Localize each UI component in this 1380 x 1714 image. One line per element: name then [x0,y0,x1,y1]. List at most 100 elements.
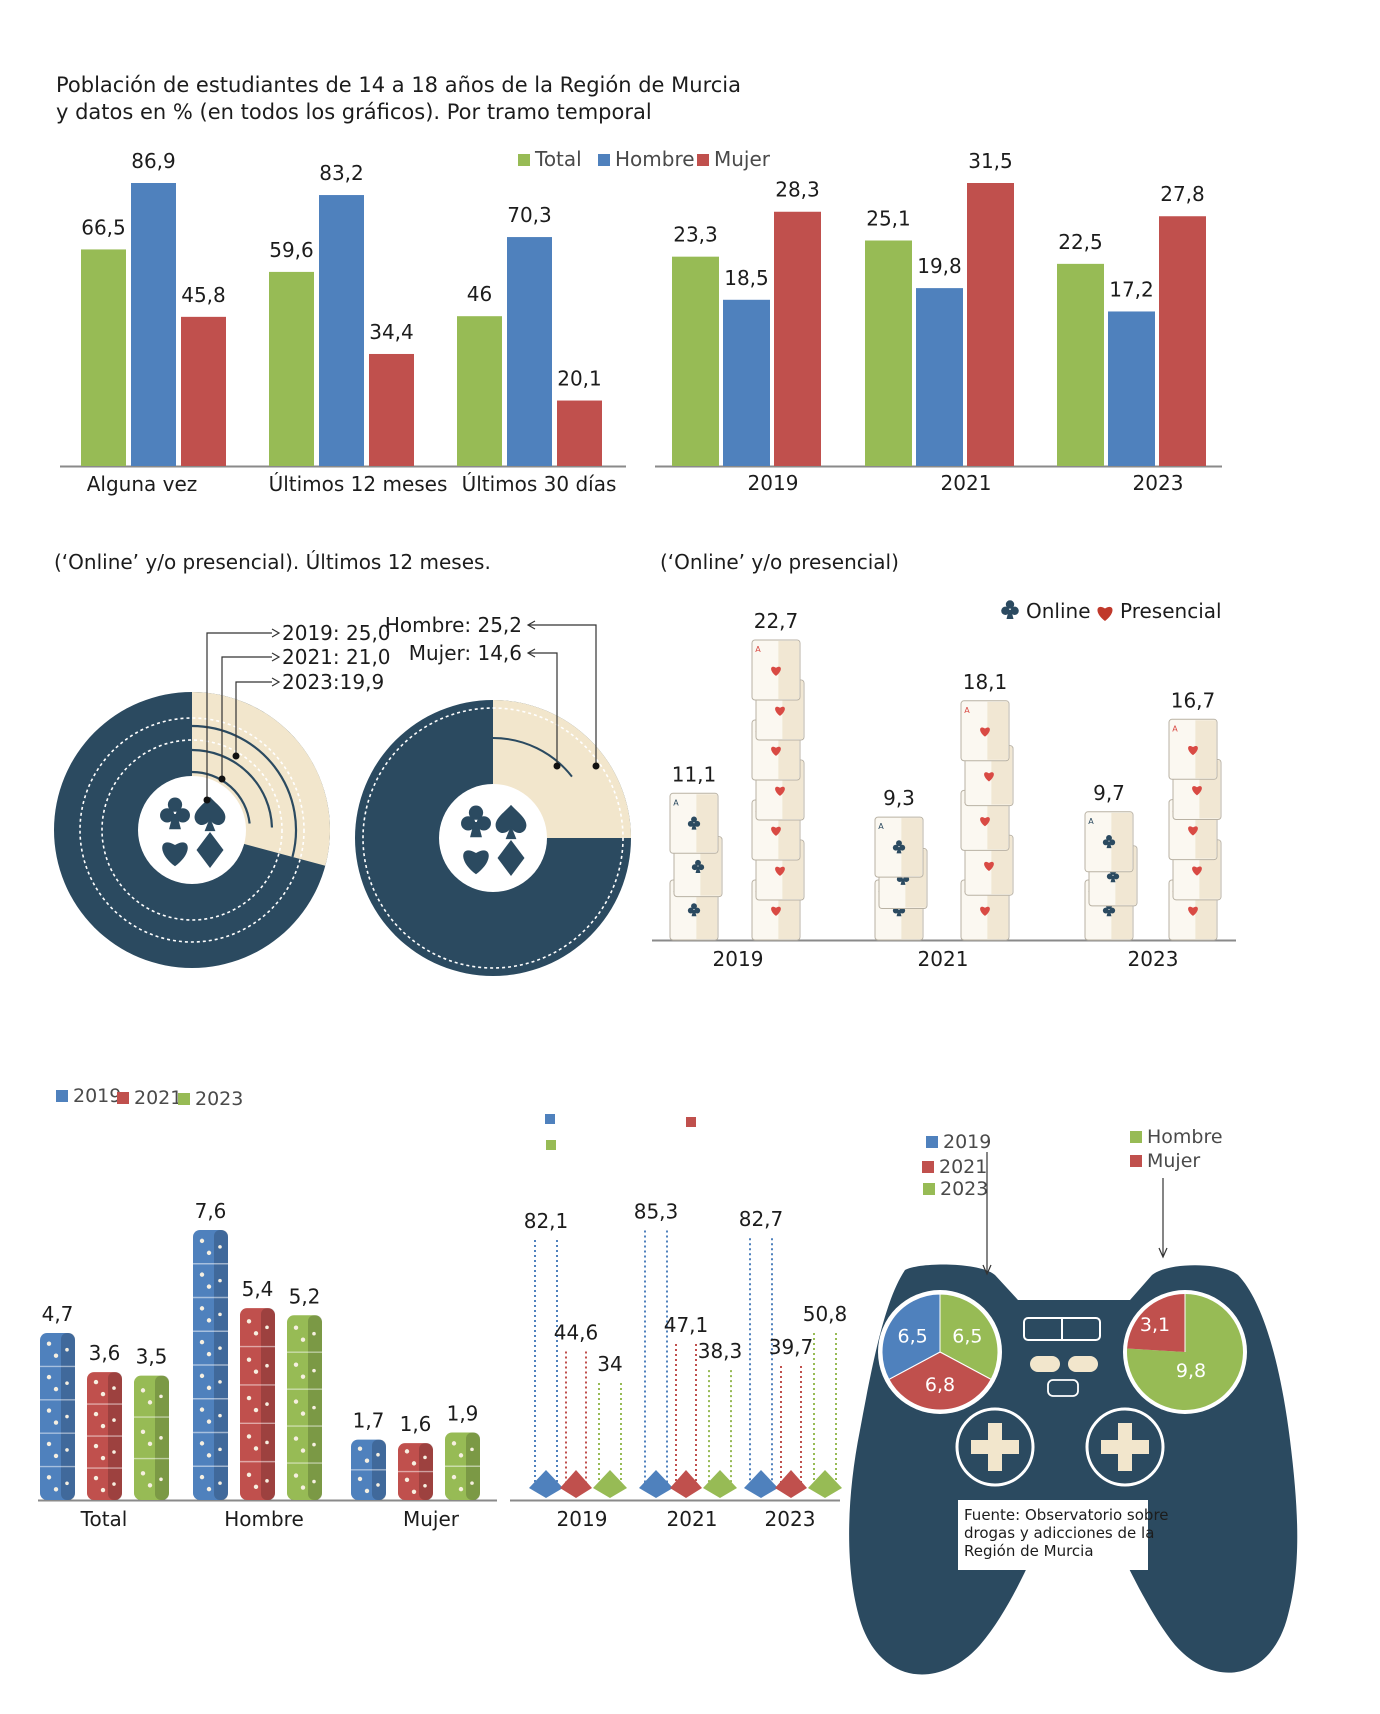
dice-pip [470,1481,474,1485]
dice-pip [46,1441,52,1447]
intro-line-1: Población de estudiantes de 14 a 18 años… [56,73,742,97]
heart-icon [771,746,781,756]
dice-pip [265,1479,269,1483]
club-lobe [1010,606,1019,615]
controller-pie-years-label: 6,8 [925,1374,955,1396]
strand-value-label: 85,3 [634,1199,679,1223]
club-stem [470,822,482,838]
dice-pip [100,1455,106,1461]
chart1-value-label: 46 [467,282,492,306]
spade-icon [495,804,527,840]
dice-pip [300,1374,306,1379]
strand-knot [639,1470,673,1498]
chart1-category-label: Últimos 30 días [462,472,617,496]
dice-pip [100,1423,106,1429]
chart2-bar [1159,216,1206,466]
legend-total: Total [518,147,582,171]
chart1-value-label: 34,4 [369,320,414,344]
chart1-bar [319,195,364,466]
dice-pip [293,1325,299,1330]
club-lobe [468,805,484,820]
cards-stack-presencial: AAAAAAA [751,639,805,941]
chart1-bar [507,237,552,466]
chart2-category-label: 2021 [941,471,992,495]
dice-pip [53,1487,59,1492]
controller: 6,5 6,8 6,5 9,8 3,1 [849,1264,1298,1675]
diamond-icon [497,840,525,876]
controller-select-button [1030,1356,1060,1372]
rings-subtitle: (‘Online’ y/o presencial). Últimos 12 me… [54,550,491,574]
dice-category-label: Total [80,1507,128,1531]
chart2-bar [967,183,1014,466]
cards-stack-online: AAA [1084,811,1138,941]
club-icon [1102,835,1116,849]
club-lobe [899,844,906,851]
strand-value-label: 47,1 [664,1313,709,1337]
legend-pad-2023-swatch [923,1183,935,1195]
dice-pip [253,1407,259,1413]
club-lobe [1005,600,1015,609]
dice-pip [206,1419,212,1424]
club-stem [1006,610,1014,619]
dice-pip [312,1368,316,1373]
dice-pip [364,1488,370,1494]
dice-value-label: 3,5 [136,1345,168,1369]
rings-years-arc [191,770,251,824]
chart1-value-label: 70,3 [507,203,552,227]
dice-pip [112,1418,116,1422]
dice-pip [312,1405,316,1410]
legend-mujer: Mujer [697,147,771,171]
legend-hombre-label: Hombre [615,147,695,171]
legend-pad-hombre-label: Hombre [1147,1126,1223,1148]
dice-pip [253,1446,259,1451]
heart-icon [1188,906,1198,916]
dice-stack [398,1443,433,1500]
heart-icon [775,786,785,796]
chart1-bar [557,400,602,466]
controller-pie-gender-label: 3,1 [1140,1314,1170,1336]
rings-years-label: 2021: 21,0 [282,645,391,669]
legend-total-label: Total [534,147,582,171]
club-icon [461,805,491,838]
chart2-category-label: 2023 [1133,471,1184,495]
dice-pip [140,1471,146,1476]
controller-pie-gender-label: 9,8 [1176,1360,1206,1382]
chart1-bar [81,249,126,466]
strand-value-label: 44,6 [554,1320,599,1344]
intro-text: Población de estudiantes de 14 a 18 años… [56,72,776,126]
playing-card: A [751,639,801,701]
club-stem [1106,841,1112,849]
legend-dice-2019: 2019 [56,1085,121,1107]
strand-value-label: 38,3 [698,1339,743,1363]
club-lobe [698,864,705,871]
legend-dice-2021: 2021 [117,1087,182,1109]
card-shade [1111,812,1132,871]
dice-pip [376,1483,380,1487]
chart2-value-label: 19,8 [917,254,962,278]
club-stem [691,910,697,917]
source-line: drogas y adicciones de la [964,1524,1154,1542]
dice-stack [445,1432,480,1500]
dice-pip [199,1407,205,1412]
dice-pip [93,1411,99,1417]
dice-pip [199,1474,205,1480]
dice-pip [159,1394,163,1399]
dice-pip [93,1443,99,1449]
dice-pip [140,1388,146,1393]
rings-years-leader [206,632,272,800]
dice-pip [451,1474,457,1480]
dice-value-label: 1,9 [447,1402,479,1426]
dice-pip [300,1411,306,1416]
rings-years-leader-dot [203,796,211,804]
strand [744,1238,778,1498]
card-corner-letter: A [878,822,884,831]
chart2-bar [1108,311,1155,466]
card-corner-letter: A [1088,817,1094,826]
club-lobe [899,907,906,914]
chart2-value-label: 17,2 [1109,277,1154,301]
legend-pad-mujer-swatch [1130,1155,1142,1167]
chart1-value-label: 45,8 [181,283,226,307]
rings-years-arc [191,724,298,858]
heart-icon [1097,606,1113,621]
cards-value-label: 16,7 [1171,688,1216,712]
